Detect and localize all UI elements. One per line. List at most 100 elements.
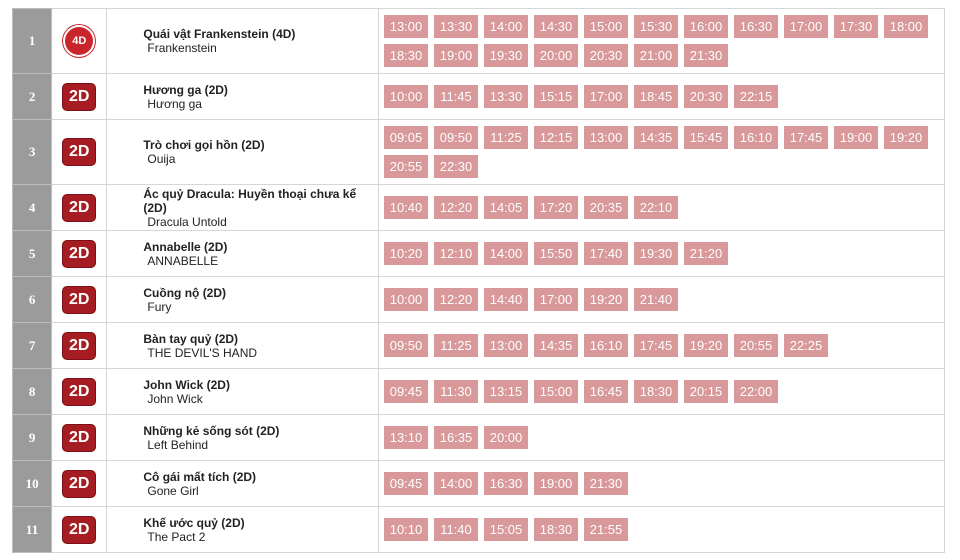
showtime-button[interactable]: 11:40 (434, 518, 478, 541)
film-title[interactable]: Annabelle (2D) (143, 239, 228, 254)
showtime-button[interactable]: 16:45 (584, 380, 628, 403)
showtime-button[interactable]: 12:20 (434, 288, 478, 311)
showtime-button[interactable]: 11:25 (434, 334, 478, 357)
showtime-button[interactable]: 10:40 (384, 196, 428, 219)
showtime-button[interactable]: 17:45 (784, 126, 828, 149)
showtime-button[interactable]: 17:30 (834, 15, 878, 38)
showtime-button[interactable]: 14:00 (434, 472, 478, 495)
showtime-button[interactable]: 12:15 (534, 126, 578, 149)
showtime-button[interactable]: 11:25 (484, 126, 528, 149)
showtime-button[interactable]: 13:00 (384, 15, 428, 38)
showtime-button[interactable]: 09:50 (434, 126, 478, 149)
showtime-button[interactable]: 18:45 (634, 85, 678, 108)
showtime-button[interactable]: 22:10 (634, 196, 678, 219)
showtime-button[interactable]: 09:45 (384, 472, 428, 495)
film-title[interactable]: Hương ga (2D) (143, 82, 228, 97)
showtime-button[interactable]: 17:00 (534, 288, 578, 311)
showtime-button[interactable]: 11:30 (434, 380, 478, 403)
showtime-button[interactable]: 14:00 (484, 242, 528, 265)
showtime-button[interactable]: 19:00 (834, 126, 878, 149)
showtime-button[interactable]: 14:05 (484, 196, 528, 219)
film-title[interactable]: Quái vật Frankenstein (4D) (143, 27, 296, 41)
showtime-button[interactable]: 09:45 (384, 380, 428, 403)
showtime-button[interactable]: 14:35 (534, 334, 578, 357)
showtime-button[interactable]: 17:00 (584, 85, 628, 108)
showtime-button[interactable]: 21:55 (584, 518, 628, 541)
showtime-button[interactable]: 19:00 (534, 472, 578, 495)
showtime-button[interactable]: 19:20 (684, 334, 728, 357)
showtime-button[interactable]: 16:30 (734, 15, 778, 38)
showtime-button[interactable]: 20:55 (384, 155, 428, 178)
showtime-button[interactable]: 15:50 (534, 242, 578, 265)
showtime-button[interactable]: 14:40 (484, 288, 528, 311)
film-title[interactable]: Trò chơi gọi hồn (2D) (143, 138, 265, 152)
showtime-button[interactable]: 21:20 (684, 242, 728, 265)
showtime-button[interactable]: 20:35 (584, 196, 628, 219)
showtime-button[interactable]: 10:00 (384, 288, 428, 311)
showtime-button[interactable]: 19:00 (434, 44, 478, 67)
showtime-button[interactable]: 09:50 (384, 334, 428, 357)
film-title[interactable]: John Wick (2D) (143, 377, 230, 392)
showtime-button[interactable]: 17:45 (634, 334, 678, 357)
showtime-button[interactable]: 21:00 (634, 44, 678, 67)
showtime-button[interactable]: 20:30 (584, 44, 628, 67)
showtime-button[interactable]: 19:30 (484, 44, 528, 67)
film-title[interactable]: Khế ước quỷ (2D) (143, 515, 245, 530)
showtime-button[interactable]: 20:15 (684, 380, 728, 403)
showtime-button[interactable]: 22:30 (434, 155, 478, 178)
showtime-button[interactable]: 15:15 (534, 85, 578, 108)
showtime-button[interactable]: 22:25 (784, 334, 828, 357)
showtime-button[interactable]: 12:10 (434, 242, 478, 265)
showtime-button[interactable]: 18:30 (634, 380, 678, 403)
showtime-button[interactable]: 21:30 (684, 44, 728, 67)
showtime-button[interactable]: 15:45 (684, 126, 728, 149)
film-title[interactable]: Những kẻ sống sót (2D) (143, 423, 280, 438)
showtime-button[interactable]: 20:30 (684, 85, 728, 108)
showtime-button[interactable]: 13:00 (584, 126, 628, 149)
showtime-button[interactable]: 13:15 (484, 380, 528, 403)
film-title[interactable]: Cô gái mất tích (2D) (143, 469, 257, 484)
showtime-button[interactable]: 16:10 (584, 334, 628, 357)
showtime-button[interactable]: 20:00 (484, 426, 528, 449)
showtime-button[interactable]: 15:05 (484, 518, 528, 541)
showtime-button[interactable]: 14:30 (534, 15, 578, 38)
showtime-button[interactable]: 18:30 (534, 518, 578, 541)
showtime-button[interactable]: 19:30 (634, 242, 678, 265)
showtime-button[interactable]: 16:35 (434, 426, 478, 449)
showtime-button[interactable]: 19:20 (884, 126, 928, 149)
showtime-button[interactable]: 21:30 (584, 472, 628, 495)
showtime-button[interactable]: 12:20 (434, 196, 478, 219)
showtime-button[interactable]: 19:20 (584, 288, 628, 311)
showtime-button[interactable]: 09:05 (384, 126, 428, 149)
showtime-button[interactable]: 16:30 (484, 472, 528, 495)
showtime-button[interactable]: 22:00 (734, 380, 778, 403)
times-list: 13:00 13:30 14:00 14:30 15:00 15:30 16:00 16:30… (384, 15, 944, 67)
showtime-button[interactable]: 17:20 (534, 196, 578, 219)
showtime-button[interactable]: 10:10 (384, 518, 428, 541)
showtime-button[interactable]: 10:20 (384, 242, 428, 265)
showtime-button[interactable]: 17:00 (784, 15, 828, 38)
showtime-button[interactable]: 18:30 (384, 44, 428, 67)
showtime-button[interactable]: 14:00 (484, 15, 528, 38)
showtime-button[interactable]: 16:00 (684, 15, 728, 38)
showtime-button[interactable]: 15:00 (584, 15, 628, 38)
showtime-button[interactable]: 20:00 (534, 44, 578, 67)
showtime-button[interactable]: 13:30 (434, 15, 478, 38)
showtime-button[interactable]: 11:45 (434, 85, 478, 108)
showtime-button[interactable]: 20:55 (734, 334, 778, 357)
showtime-button[interactable]: 13:10 (384, 426, 428, 449)
showtime-button[interactable]: 17:40 (584, 242, 628, 265)
showtime-button[interactable]: 10:00 (384, 85, 428, 108)
showtime-button[interactable]: 16:10 (734, 126, 778, 149)
showtime-button[interactable]: 15:00 (534, 380, 578, 403)
showtime-button[interactable]: 13:00 (484, 334, 528, 357)
film-title[interactable]: Cuồng nộ (2D) (143, 285, 227, 300)
showtime-button[interactable]: 22:15 (734, 85, 778, 108)
showtime-button[interactable]: 15:30 (634, 15, 678, 38)
showtime-button[interactable]: 21:40 (634, 288, 678, 311)
showtime-button[interactable]: 14:35 (634, 126, 678, 149)
film-title[interactable]: Ác quỷ Dracula: Huyền thoại chưa kể (2D) (143, 186, 357, 215)
showtime-button[interactable]: 13:30 (484, 85, 528, 108)
film-title[interactable]: Bàn tay quỷ (2D) (143, 331, 239, 346)
showtime-button[interactable]: 18:00 (884, 15, 928, 38)
